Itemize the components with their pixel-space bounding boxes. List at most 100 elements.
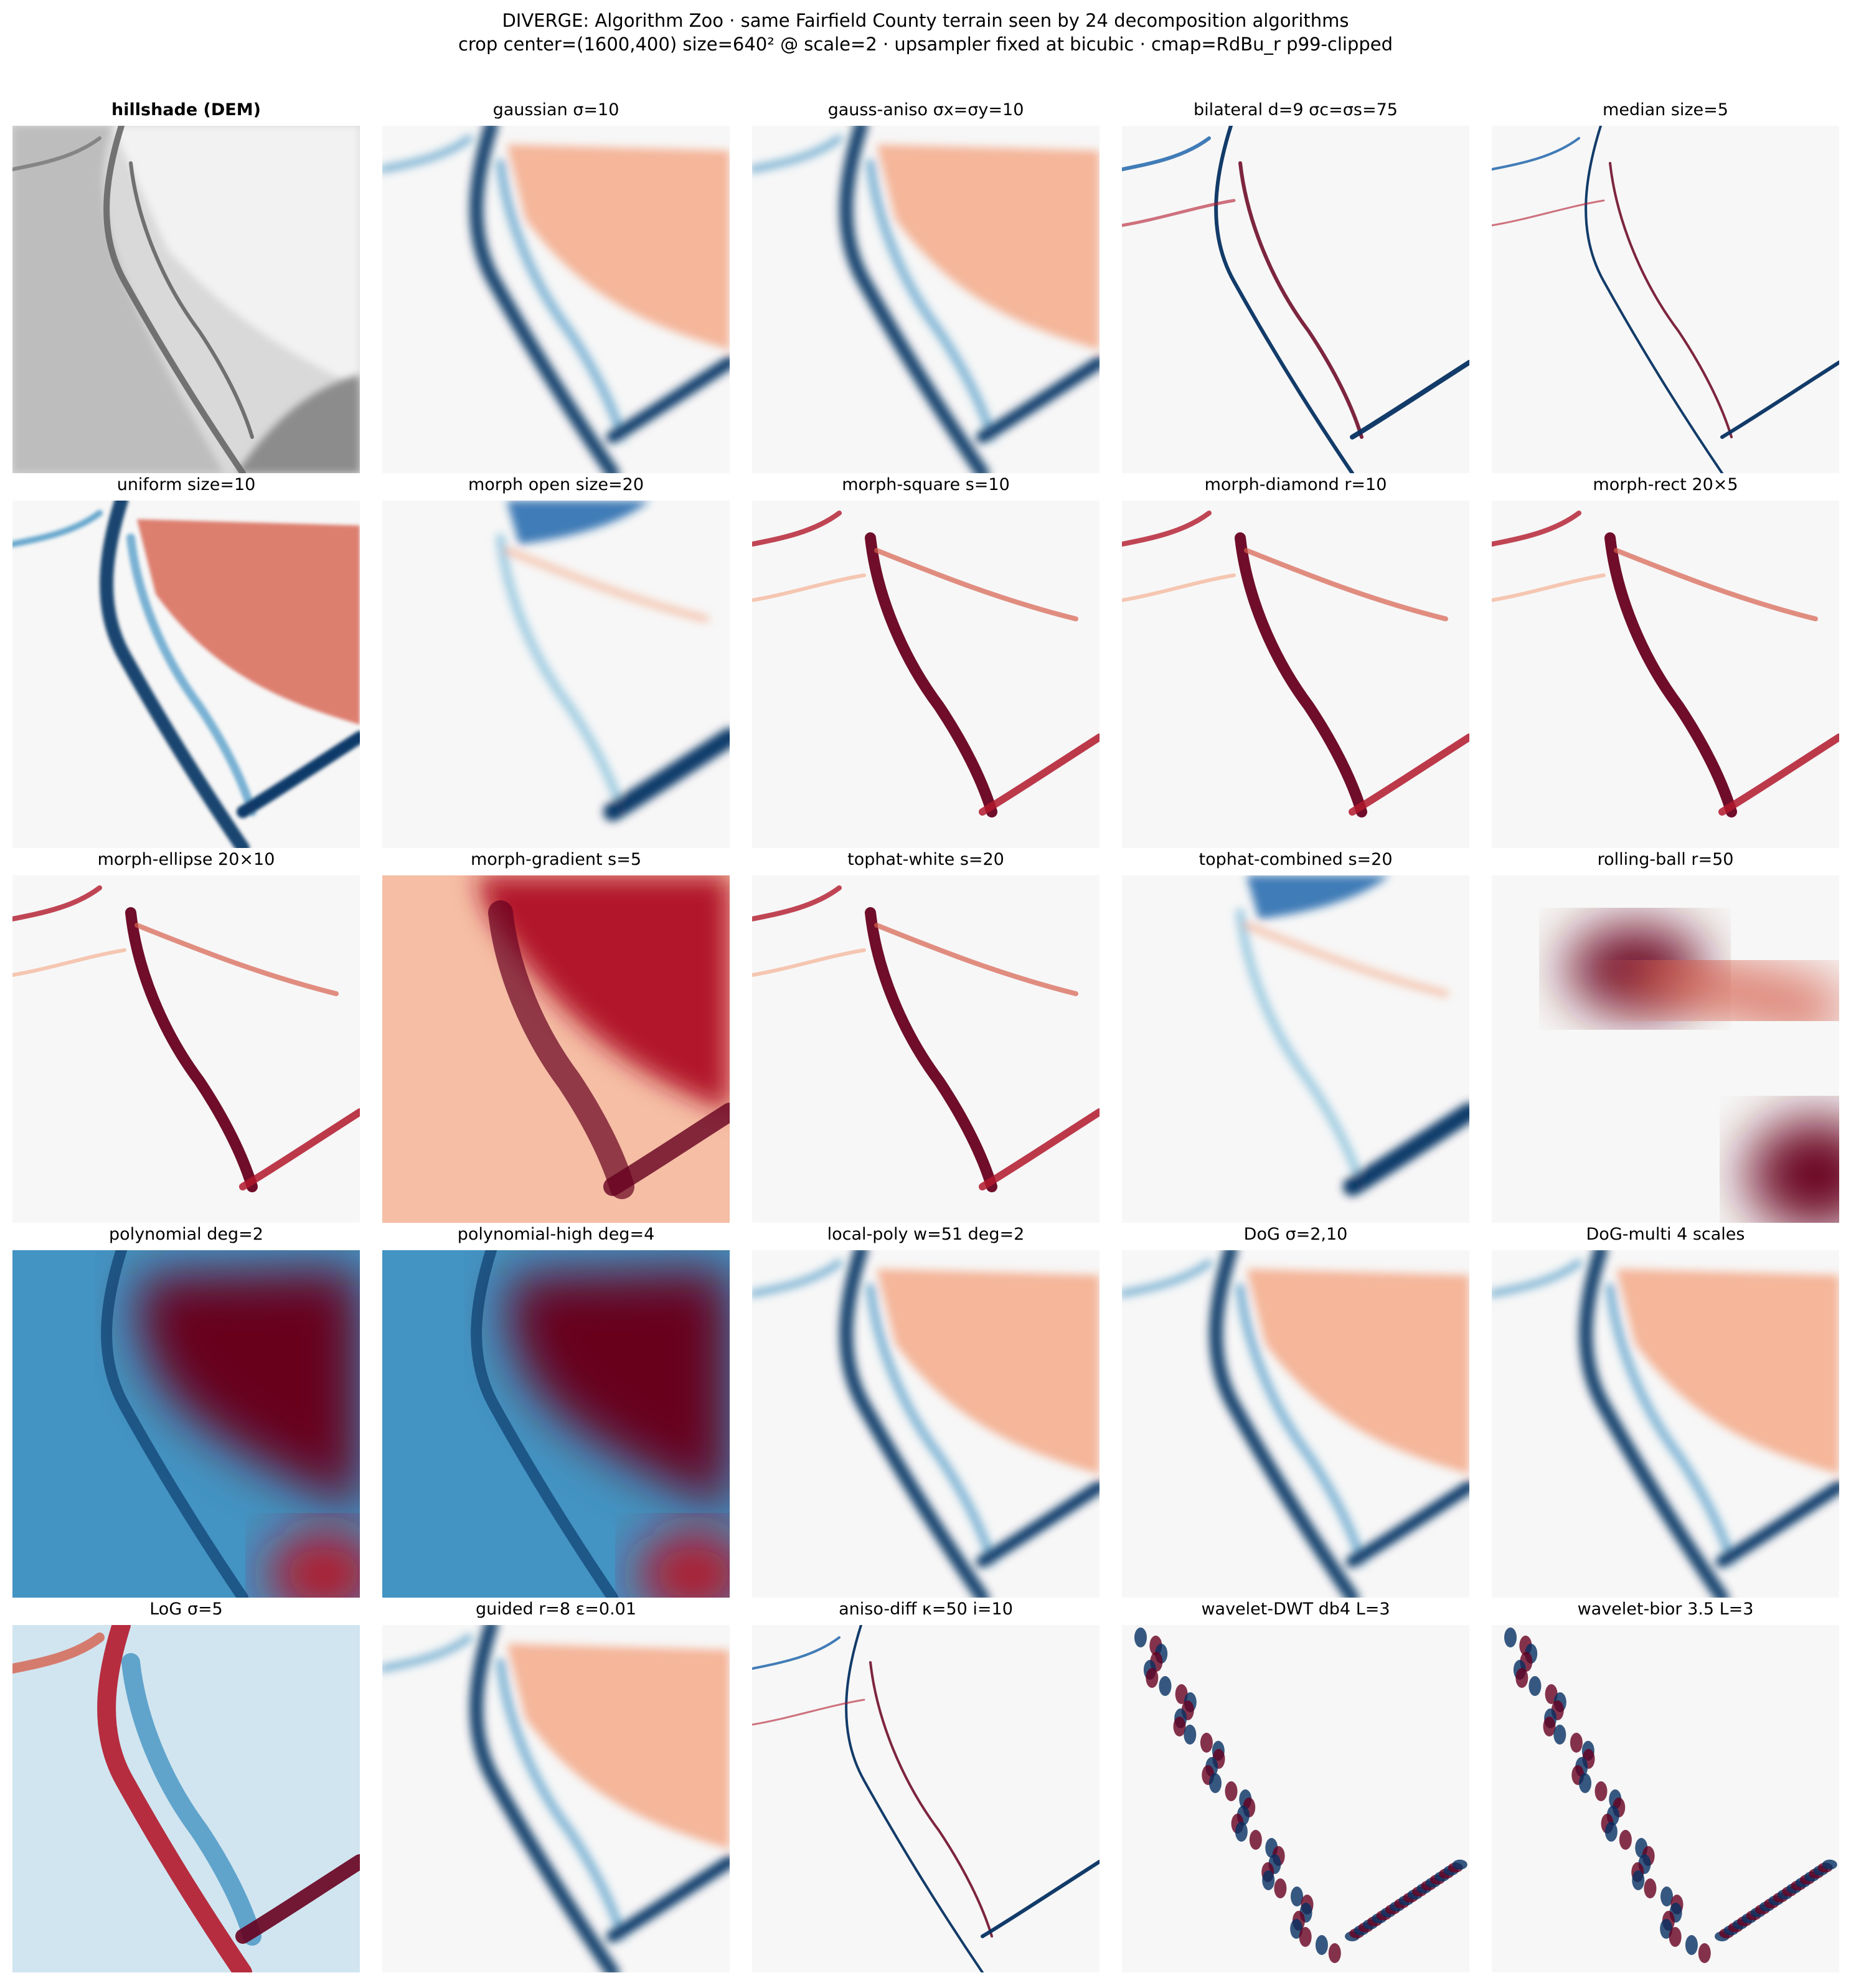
ridge-feature <box>866 1283 996 1566</box>
panel: morph open size=20 <box>382 474 730 848</box>
ridge-feature <box>866 159 996 441</box>
panel-title: wavelet-bior 3.5 L=3 <box>1577 1599 1754 1619</box>
figure-title: DIVERGE: Algorithm Zoo · same Fairfield … <box>0 9 1851 56</box>
panel: morph-diamond r=10 <box>1122 474 1469 848</box>
nw-feature <box>12 948 126 977</box>
stream-response <box>12 1632 105 1674</box>
panel-image <box>12 126 360 473</box>
river-feature <box>839 126 989 473</box>
wavelet-coefficients <box>1134 1628 1467 1963</box>
nw-feature <box>1492 573 1606 602</box>
panel: gaussian σ=10 <box>382 100 730 473</box>
river-feature <box>839 1250 989 1598</box>
ne-feature <box>1243 922 1449 997</box>
nw-edge <box>1492 199 1605 227</box>
se-gradient <box>603 1103 730 1196</box>
river-feature <box>1579 1250 1729 1598</box>
panel-title: polynomial deg=2 <box>109 1225 263 1244</box>
panel-title: uniform size=10 <box>116 475 256 494</box>
se-edge <box>1350 360 1469 440</box>
panel-title: guided r=8 ε=0.01 <box>475 1599 637 1619</box>
se-feature <box>1716 1481 1839 1568</box>
terrain-features <box>1122 1250 1469 1598</box>
panel-image <box>1492 1250 1839 1598</box>
panel-background <box>382 501 730 848</box>
panel: polynomial deg=2 <box>12 1224 360 1598</box>
terrain-features <box>752 126 1100 473</box>
panel-title: tophat-white s=20 <box>847 850 1004 869</box>
se-feature <box>1718 733 1839 816</box>
panel: hillshade (DEM) <box>12 100 360 473</box>
se-feature <box>1343 1103 1469 1196</box>
panel: guided r=8 ε=0.01 <box>382 1599 730 1972</box>
panel-image <box>12 875 360 1223</box>
panel-background <box>1122 126 1469 473</box>
ridge-feature <box>865 532 997 817</box>
nw-feature <box>1122 573 1236 602</box>
se-feature <box>239 1108 360 1190</box>
se-feature <box>606 356 730 443</box>
ne-feature <box>874 548 1078 621</box>
se-feature <box>976 1481 1100 1568</box>
high-surface <box>508 1269 730 1512</box>
terrain-features <box>752 511 1100 817</box>
river-channel <box>103 126 246 473</box>
panel-title: morph-ellipse 20×10 <box>97 850 275 869</box>
panel: wavelet-bior 3.5 L=3 <box>1492 1599 1839 1972</box>
panel-title: rolling-ball r=50 <box>1597 850 1734 869</box>
panel-title: tophat-combined s=20 <box>1199 850 1393 869</box>
panel-background <box>12 875 360 1223</box>
panel-title: wavelet-DWT db4 L=3 <box>1201 1599 1390 1619</box>
panel-title: morph-gradient s=5 <box>470 850 642 869</box>
ridge-feature <box>125 907 258 1192</box>
shaded-slope <box>237 375 360 473</box>
panel-image <box>1122 501 1469 848</box>
panel: local-poly w=51 deg=2 <box>752 1224 1100 1598</box>
stream-feature <box>752 885 842 921</box>
panel: tophat-white s=20 <box>752 849 1100 1223</box>
river-edge <box>845 1625 984 1972</box>
panel-image <box>1492 1625 1839 1972</box>
stream-feature <box>12 510 103 547</box>
panel-title: bilateral d=9 σc=σs=75 <box>1194 100 1398 120</box>
panel-image <box>1122 1250 1469 1598</box>
panel-image <box>12 1250 360 1598</box>
panel-image <box>1122 126 1469 473</box>
ne-feature <box>1244 548 1448 621</box>
river-feature <box>1209 1250 1359 1598</box>
ridge-feature <box>1236 1283 1366 1566</box>
panel-image <box>752 501 1100 848</box>
panel-background <box>1122 501 1469 848</box>
figure-title-line-1: DIVERGE: Algorithm Zoo · same Fairfield … <box>502 10 1349 31</box>
panel-image <box>382 126 730 473</box>
nw-feature <box>752 948 866 977</box>
terrain-features <box>1492 1250 1839 1598</box>
panel-title: aniso-diff κ=50 i=10 <box>839 1599 1013 1619</box>
panel-image <box>752 1625 1100 1972</box>
terrain-features <box>496 501 730 821</box>
panel-image <box>12 1625 360 1972</box>
panel-image <box>752 126 1100 473</box>
se-feature <box>979 1108 1100 1190</box>
river-trough <box>471 1250 618 1598</box>
shaded-valley <box>12 126 224 473</box>
ridge-feature <box>1236 908 1366 1191</box>
panel-title: local-poly w=51 deg=2 <box>827 1225 1025 1244</box>
panel-image <box>382 1625 730 1972</box>
panel: morph-square s=10 <box>752 474 1100 848</box>
panel-image <box>1492 875 1839 1223</box>
panel-title: hillshade (DEM) <box>111 100 261 120</box>
stream-feature <box>1492 511 1581 547</box>
background-ridge <box>1629 945 1839 1037</box>
panel: morph-rect 20×5 <box>1492 474 1839 848</box>
ne-feature <box>504 547 709 622</box>
nw-feature <box>752 573 866 602</box>
terrain-features <box>752 1250 1100 1598</box>
stream-edge <box>1122 136 1211 171</box>
panel-image <box>12 501 360 848</box>
ridge-feature <box>496 534 626 816</box>
ridge-edge <box>1609 162 1733 438</box>
ridge-feature <box>496 159 626 441</box>
terrain-features <box>1122 126 1469 473</box>
se-feature <box>979 733 1100 816</box>
